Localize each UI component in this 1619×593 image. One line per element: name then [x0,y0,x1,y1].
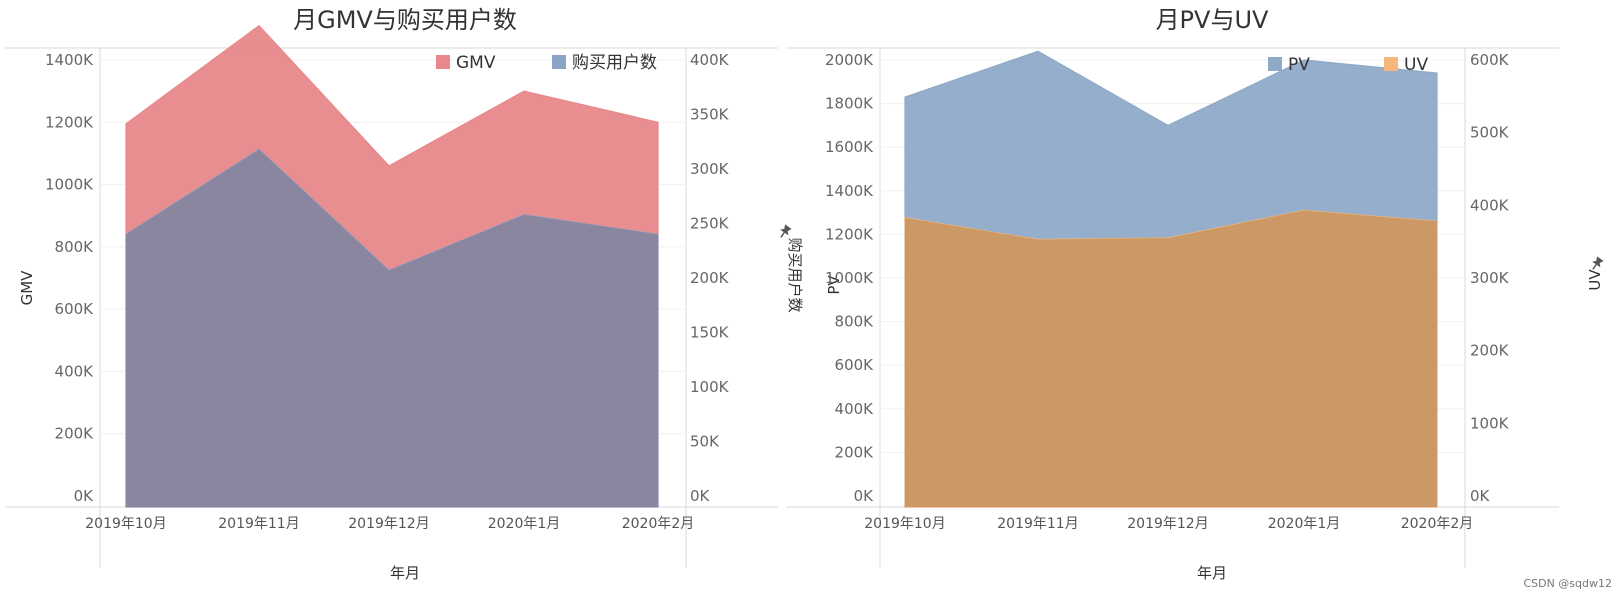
left-y-tick-label: 1200K [825,225,874,243]
x-tick-label: 2020年1月 [1268,516,1341,532]
plot-0: 0K 200K 400K 600K 800K 1000K 1200K 1400K 0K 50K 10… [5,24,778,568]
data-point-GMV [258,24,261,27]
x-tick-label: 2020年2月 [622,516,695,532]
right-y-tick-label: 400K [690,51,730,69]
legend-swatch-购买用户数 [552,55,566,69]
left-y-tick-label: 200K [835,443,875,461]
pin-icon[interactable] [1589,256,1605,272]
left-y-tick-label: 2000K [825,51,874,69]
x-tick-label: 2020年2月 [1401,516,1474,532]
left-y-axis-label: PV [825,275,843,295]
left-y-tick-label: 1600K [825,138,874,156]
left-y-tick-label: 200K [55,425,95,443]
x-tick-label: 2020年1月 [488,516,561,532]
right-y-tick-label: 150K [690,324,730,342]
left-y-tick-label: 800K [55,238,95,256]
right-y-tick-label: 200K [690,269,730,287]
right-y-tick-label: 400K [1470,196,1510,214]
right-y-tick-label: 0K [690,487,711,505]
plot-1: 0K 200K 400K 600K 800K 1000K 1200K 1400K 1600K 18… [786,47,1559,568]
legend-label: 购买用户数 [572,53,657,73]
x-tick-label: 2019年11月 [218,516,299,532]
left-y-tick-label: 1200K [45,113,94,131]
data-point-GMV [523,90,526,93]
right-y-tick-label: 0K [1470,487,1491,505]
left-y-tick-label: 1400K [45,51,94,69]
panel-gmv-buyers: 月GMV与购买用户数 年月 GMV 购买用户数 [18,6,804,582]
panel-pv-uv: 月PV与UV 年月 PV UV [825,6,1604,582]
data-point-PV [1167,124,1170,127]
left-y-tick-label: 400K [55,362,95,380]
legend-swatch-UV [1384,57,1398,71]
data-point-PV [1436,72,1439,75]
right-y-tick-label: 100K [690,378,730,396]
data-point-PV [904,96,907,99]
right-y-tick-label: 50K [690,433,720,451]
data-point-GMV [125,122,128,125]
right-y-tick-label: 500K [1470,124,1510,142]
chart-title: 月PV与UV [1156,6,1269,34]
right-y-tick-label: 300K [1470,269,1510,287]
legend-swatch-GMV [436,55,450,69]
x-tick-label: 2019年10月 [864,516,945,532]
data-point-GMV [657,121,660,124]
left-y-tick-label: 1000K [45,176,94,194]
x-tick-label: 2019年11月 [997,516,1078,532]
left-y-tick-label: 1800K [825,95,874,113]
left-y-tick-label: 0K [854,487,875,505]
x-axis-label: 年月 [390,564,420,582]
legend-label: GMV [456,53,496,73]
pin-icon[interactable] [777,224,793,240]
data-point-GMV [388,164,391,167]
x-axis-label: 年月 [1197,564,1227,582]
left-y-tick-label: 0K [74,487,95,505]
legend-swatch-PV [1268,57,1282,71]
right-y-axis-label: UV [1586,269,1604,291]
watermark: CSDN @sqdw12 [1523,577,1612,590]
x-tick-label: 2019年10月 [85,516,166,532]
legend-label: PV [1288,55,1310,75]
left-y-tick-label: 600K [835,356,875,374]
chart-title: 月GMV与购买用户数 [293,6,517,34]
x-tick-label: 2019年12月 [1127,516,1208,532]
right-y-tick-label: 350K [690,106,730,124]
right-y-tick-label: 600K [1470,51,1510,69]
left-y-tick-label: 400K [835,400,875,418]
left-y-tick-label: 1000K [825,269,874,287]
area-overlap [126,149,658,507]
left-y-tick-label: 1400K [825,182,874,200]
left-y-axis-label: GMV [18,270,36,306]
area-overlap [905,210,1437,507]
legend-label: UV [1404,55,1428,75]
right-y-tick-label: 100K [1470,414,1510,432]
data-point-PV [1037,50,1040,53]
right-y-axis-label: 购买用户数 [786,237,804,312]
x-tick-label: 2019年12月 [348,516,429,532]
right-y-tick-label: 300K [690,160,730,178]
right-y-tick-label: 200K [1470,342,1510,360]
left-y-tick-label: 600K [55,300,95,318]
right-y-tick-label: 250K [690,215,730,233]
left-y-tick-label: 800K [835,313,875,331]
